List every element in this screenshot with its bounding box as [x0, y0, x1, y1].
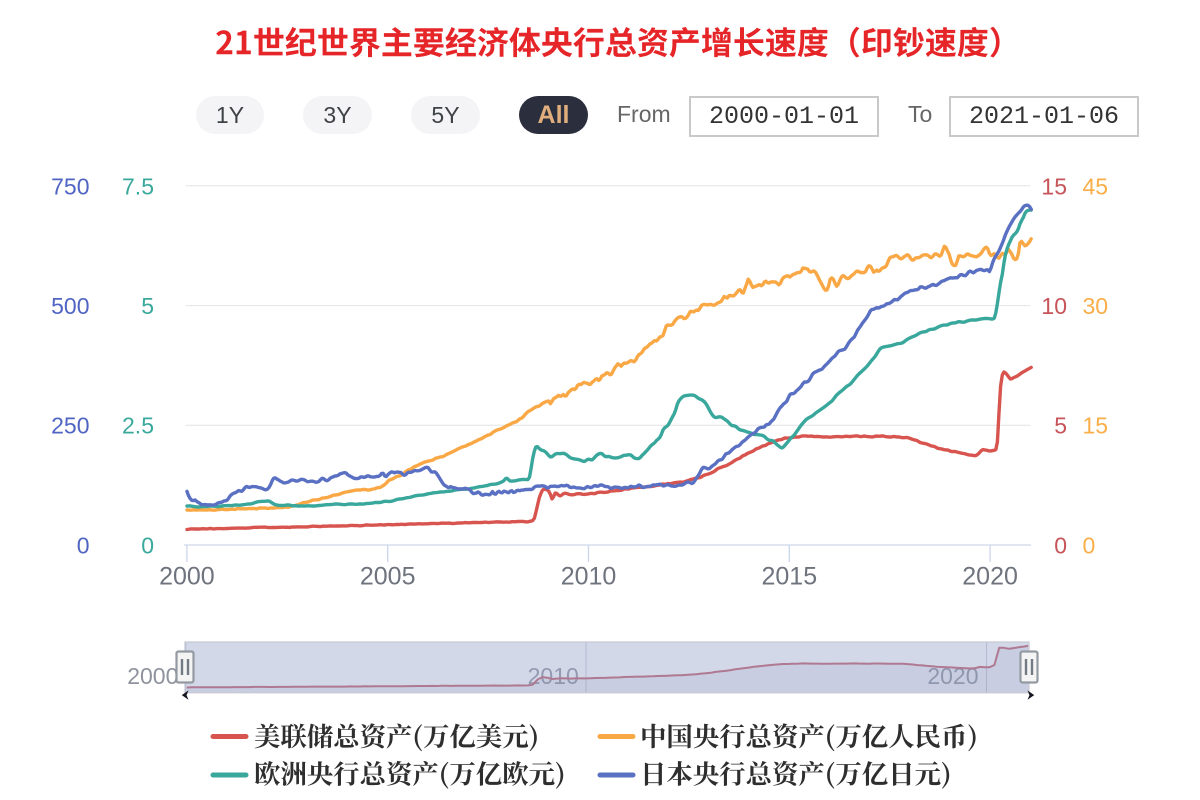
svg-text:15: 15 — [1083, 413, 1109, 439]
svg-text:2005: 2005 — [360, 563, 416, 591]
svg-text:0: 0 — [1083, 532, 1096, 558]
svg-text:2010: 2010 — [528, 663, 579, 689]
svg-text:2015: 2015 — [761, 563, 817, 591]
svg-text:5: 5 — [1054, 413, 1067, 439]
svg-text:250: 250 — [51, 413, 89, 439]
svg-text:10: 10 — [1041, 293, 1067, 319]
svg-text:750: 750 — [51, 173, 89, 199]
svg-text:30: 30 — [1083, 293, 1109, 319]
svg-text:7.5: 7.5 — [122, 173, 154, 199]
svg-text:0: 0 — [77, 532, 90, 558]
svg-text:2000: 2000 — [159, 563, 215, 591]
svg-text:2010: 2010 — [561, 563, 617, 591]
svg-text:45: 45 — [1083, 173, 1109, 199]
svg-text:15: 15 — [1041, 173, 1067, 199]
svg-text:0: 0 — [141, 532, 154, 558]
svg-text:500: 500 — [51, 293, 89, 319]
svg-text:5: 5 — [141, 293, 154, 319]
svg-text:2020: 2020 — [962, 563, 1018, 591]
svg-text:0: 0 — [1054, 532, 1067, 558]
svg-text:2.5: 2.5 — [122, 413, 154, 439]
svg-text:2000: 2000 — [127, 663, 178, 689]
